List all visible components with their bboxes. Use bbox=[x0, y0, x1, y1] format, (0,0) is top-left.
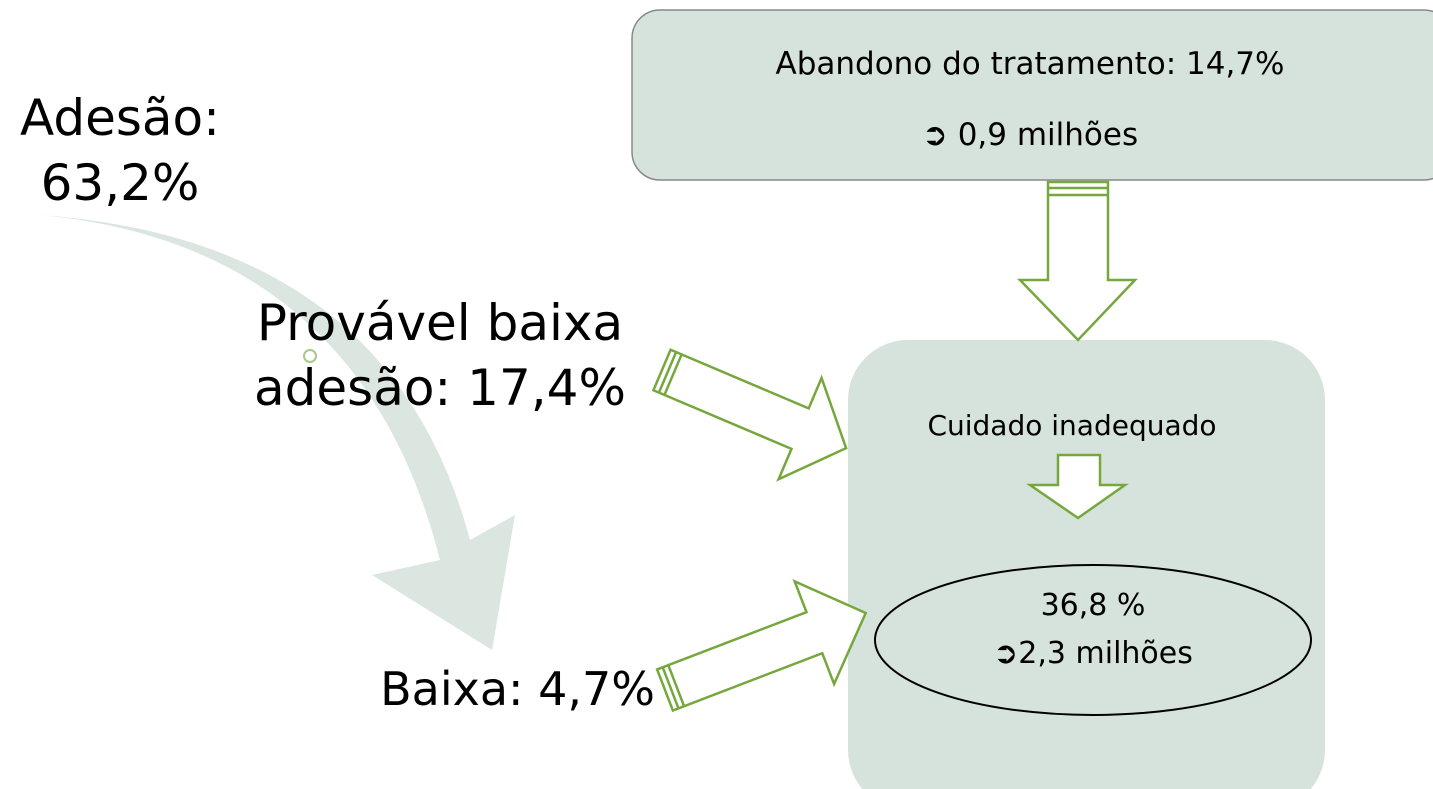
curved-arrow bbox=[40, 215, 515, 650]
diagonal-arrow bbox=[655, 578, 868, 713]
provavel-label: adesão: 17,4% bbox=[254, 359, 626, 417]
down-arrow bbox=[1017, 180, 1138, 342]
dot bbox=[303, 349, 317, 363]
baixa-label: Baixa: 4,7% bbox=[380, 662, 655, 716]
cuidado-title: Cuidado inadequado bbox=[927, 409, 1216, 442]
adesao-label: 63,2% bbox=[41, 154, 200, 212]
arrow-stripe bbox=[657, 351, 678, 394]
abandono-detail: ➲ 0,9 milhões bbox=[922, 117, 1138, 153]
result-detail: ➲2,3 milhões bbox=[993, 636, 1193, 671]
result-value: 36,8 % bbox=[1041, 588, 1146, 623]
arrow-stripe bbox=[661, 666, 680, 709]
result-ellipse bbox=[874, 564, 1312, 716]
provavel-label: Provável baixa bbox=[257, 294, 623, 352]
abandono-box bbox=[631, 9, 1433, 181]
arrow-stripe bbox=[667, 664, 686, 707]
abandono-title: Abandono do tratamento: 14,7% bbox=[775, 46, 1284, 82]
arrow-stripe bbox=[663, 353, 683, 396]
adesao-label: Adesão: bbox=[20, 89, 220, 147]
diagonal-arrow bbox=[651, 348, 848, 482]
small-down-arrow bbox=[1025, 453, 1129, 520]
